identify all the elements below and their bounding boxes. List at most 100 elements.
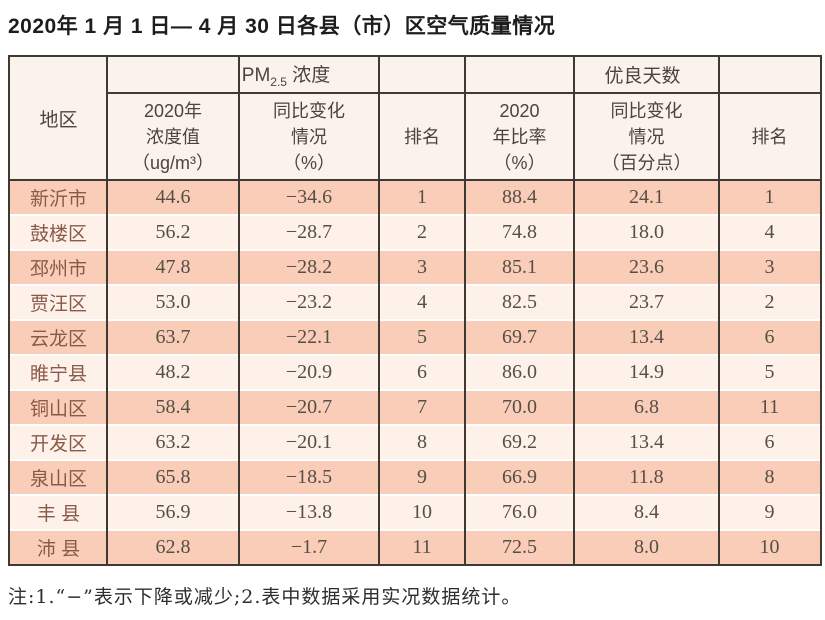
region-cell: 沛 县 — [10, 530, 107, 564]
days-rate-cell: 85.1 — [465, 250, 575, 286]
column-divider — [378, 57, 380, 564]
region-cell: 铜山区 — [10, 390, 107, 426]
pm-rank-cell: 4 — [379, 285, 466, 321]
pm-rank-cell: 10 — [379, 495, 466, 531]
pm-rank-cell: 5 — [379, 320, 466, 356]
pm-rank-cell: 8 — [379, 425, 466, 461]
pm-change-cell: −28.2 — [239, 250, 379, 286]
pm-change-cell: −34.6 — [239, 180, 379, 216]
days-rank-column-header: 排名 — [719, 93, 821, 181]
pm-rank-cell: 9 — [379, 460, 466, 496]
pm-change-cell: −13.8 — [239, 495, 379, 531]
table-row: 贾汪区 53.0 −23.2 4 82.5 23.7 2 — [10, 285, 821, 321]
pm-value-cell: 56.2 — [107, 215, 239, 251]
days-rate-cell: 86.0 — [465, 355, 575, 391]
days-rate-column-header: 2020 年比率 （%） — [465, 93, 575, 181]
days-rate-cell: 74.8 — [465, 215, 575, 251]
column-divider — [464, 57, 466, 564]
days-rank-cell: 8 — [719, 460, 821, 496]
region-cell: 鼓楼区 — [10, 215, 107, 251]
pm-rank-cell: 2 — [379, 215, 466, 251]
table-row: 开发区 63.2 −20.1 8 69.2 13.4 6 — [10, 425, 821, 461]
days-change-cell: 18.0 — [574, 215, 720, 251]
region-cell: 丰 县 — [10, 495, 107, 531]
days-rank-cell: 9 — [719, 495, 821, 531]
region-cell: 新沂市 — [10, 180, 107, 216]
pm25-group-header: PM2.5 浓度 — [107, 57, 466, 94]
pm-value-cell: 56.9 — [107, 495, 239, 531]
days-change-cell: 14.9 — [574, 355, 720, 391]
days-rank-cell: 6 — [719, 320, 821, 356]
column-divider — [106, 57, 108, 564]
pm-value-column-header: 2020年 浓度值 （ug/m³） — [107, 93, 239, 181]
pm-value-cell: 58.4 — [107, 390, 239, 426]
days-rate-cell: 69.2 — [465, 425, 575, 461]
region-cell: 邳州市 — [10, 250, 107, 286]
days-rank-cell: 3 — [719, 250, 821, 286]
region-cell: 开发区 — [10, 425, 107, 461]
column-divider — [238, 57, 240, 564]
days-rank-cell: 5 — [719, 355, 821, 391]
pm-rank-column-header: 排名 — [379, 93, 466, 181]
pm-value-cell: 53.0 — [107, 285, 239, 321]
pm-change-cell: −1.7 — [239, 530, 379, 564]
days-rate-cell: 70.0 — [465, 390, 575, 426]
region-column-header: 地区 — [10, 57, 107, 181]
table-row: 沛 县 62.8 −1.7 11 72.5 8.0 10 — [10, 530, 821, 564]
days-change-cell: 13.4 — [574, 320, 720, 356]
region-cell: 贾汪区 — [10, 285, 107, 321]
table-row: 邳州市 47.8 −28.2 3 85.1 23.6 3 — [10, 250, 821, 286]
pm-rank-cell: 11 — [379, 530, 466, 564]
good-days-group-header: 优良天数 — [465, 57, 821, 94]
days-rate-cell: 88.4 — [465, 180, 575, 216]
region-cell: 云龙区 — [10, 320, 107, 356]
table-row: 铜山区 58.4 −20.7 7 70.0 6.8 11 — [10, 390, 821, 426]
footnote: 注:1.“−”表示下降或减少;2.表中数据采用实况数据统计。 — [8, 586, 522, 608]
pm-change-cell: −28.7 — [239, 215, 379, 251]
table-row: 丰 县 56.9 −13.8 10 76.0 8.4 9 — [10, 495, 821, 531]
days-rank-cell: 6 — [719, 425, 821, 461]
column-divider — [573, 57, 575, 564]
days-change-cell: 11.8 — [574, 460, 720, 496]
pm-label: PM — [241, 65, 271, 87]
pm-rank-cell: 3 — [379, 250, 466, 286]
days-rank-cell: 1 — [719, 180, 821, 216]
days-rank-cell: 10 — [719, 530, 821, 564]
days-rate-cell: 76.0 — [465, 495, 575, 531]
pm-label-suffix: 浓度 — [286, 65, 331, 87]
pm-change-cell: −22.1 — [239, 320, 379, 356]
pm-change-cell: −23.2 — [239, 285, 379, 321]
days-rank-cell: 4 — [719, 215, 821, 251]
header-group-row: 地区 PM2.5 浓度 优良天数 — [10, 57, 821, 181]
pm-change-cell: −20.7 — [239, 390, 379, 426]
table-row: 鼓楼区 56.2 −28.7 2 74.8 18.0 4 — [10, 215, 821, 251]
days-change-cell: 6.8 — [574, 390, 720, 426]
days-rate-cell: 69.7 — [465, 320, 575, 356]
days-change-cell: 23.7 — [574, 285, 720, 321]
pm-value-cell: 65.8 — [107, 460, 239, 496]
pm-value-cell: 48.2 — [107, 355, 239, 391]
pm-value-cell: 44.6 — [107, 180, 239, 216]
days-change-cell: 8.4 — [574, 495, 720, 531]
pm-change-cell: −20.1 — [239, 425, 379, 461]
pm-change-column-header: 同比变化 情况 （%） — [239, 93, 379, 181]
days-rate-cell: 82.5 — [465, 285, 575, 321]
days-rank-cell: 2 — [719, 285, 821, 321]
pm-rank-cell: 6 — [379, 355, 466, 391]
header-sub-row: 2020年 浓度值 （ug/m³） 同比变化 情况 （%） 排名 2020 年比… — [10, 93, 821, 181]
column-divider — [718, 57, 720, 564]
pm-rank-cell: 1 — [379, 180, 466, 216]
days-change-column-header: 同比变化 情况 （百分点） — [574, 93, 720, 181]
region-cell: 睢宁县 — [10, 355, 107, 391]
pm-value-cell: 63.2 — [107, 425, 239, 461]
pm-change-cell: −20.9 — [239, 355, 379, 391]
days-change-cell: 8.0 — [574, 530, 720, 564]
pm-value-cell: 63.7 — [107, 320, 239, 356]
pm-value-cell: 62.8 — [107, 530, 239, 564]
pm-rank-cell: 7 — [379, 390, 466, 426]
days-rate-cell: 66.9 — [465, 460, 575, 496]
table-row: 云龙区 63.7 −22.1 5 69.7 13.4 6 — [10, 320, 821, 356]
pm-subscript: 2.5 — [270, 74, 287, 89]
table-row: 睢宁县 48.2 −20.9 6 86.0 14.9 5 — [10, 355, 821, 391]
